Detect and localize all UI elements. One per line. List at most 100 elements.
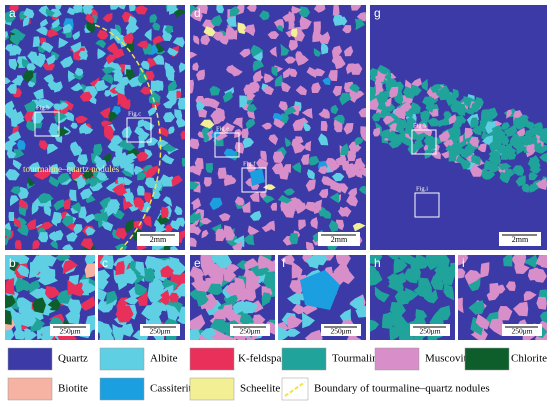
mineral-grain xyxy=(190,223,197,233)
mineral-grain xyxy=(313,207,320,214)
mineral-grain xyxy=(43,73,54,85)
mineral-grain xyxy=(226,264,240,276)
mineral-grain xyxy=(190,10,203,22)
mineral-grain xyxy=(215,107,225,118)
mineral-grain xyxy=(430,150,441,160)
legend-label: Tourmaline xyxy=(332,353,383,365)
mineral-grain xyxy=(480,262,490,278)
mineral-grain xyxy=(45,8,55,17)
mineral-grain xyxy=(393,257,408,275)
mineral-grain xyxy=(443,111,452,119)
mineral-grain xyxy=(28,161,40,172)
mineral-grain xyxy=(332,86,343,97)
mineral-grain xyxy=(394,289,412,306)
mineral-grain xyxy=(289,233,299,245)
mineral-grain xyxy=(98,275,109,290)
mineral-grain xyxy=(82,5,94,12)
legend-label: Chlorite xyxy=(511,353,547,365)
mineral-grain xyxy=(7,131,22,143)
inset-box xyxy=(414,192,440,218)
mineral-grain xyxy=(218,213,231,222)
mineral-grain xyxy=(113,70,123,82)
mineral-grain xyxy=(394,94,404,105)
mineral-grain xyxy=(498,306,513,321)
mineral-grain xyxy=(271,66,278,77)
mineral-grain xyxy=(201,127,210,136)
mineral-grain xyxy=(5,77,11,84)
legend-label: K-feldspar xyxy=(238,353,285,365)
mineral-grain xyxy=(83,213,96,224)
scale-label: 250μm xyxy=(330,327,351,336)
mineral-grain xyxy=(252,314,266,327)
mineral-grain xyxy=(105,54,116,65)
scale-label: 250μm xyxy=(511,327,532,336)
mineral-grain xyxy=(375,73,385,83)
mineral-grain xyxy=(252,59,264,72)
inset-box xyxy=(411,129,437,155)
mineral-grain xyxy=(5,309,12,325)
scale-label: 250μm xyxy=(149,327,170,336)
mineral-grain xyxy=(295,202,307,214)
mineral-grain xyxy=(160,174,171,187)
mineral-grain xyxy=(280,43,290,56)
mineral-grain xyxy=(62,244,74,250)
mineral-grain xyxy=(147,105,156,117)
mineral-grain xyxy=(420,110,431,120)
mineral-grain xyxy=(29,288,47,300)
mineral-grain xyxy=(354,137,364,146)
mineral-grain xyxy=(384,97,392,107)
mineral-grain xyxy=(491,125,504,134)
mineral-grain xyxy=(145,167,157,179)
mineral-grain xyxy=(112,48,125,59)
panel-label: a xyxy=(9,6,16,20)
mineral-grain xyxy=(17,264,29,278)
mineral-grain xyxy=(108,111,118,122)
nodule-boundary xyxy=(94,24,162,251)
mineral-grain xyxy=(28,279,41,294)
mineral-grain xyxy=(223,174,235,187)
mineral-grain xyxy=(247,225,260,236)
mineral-grain xyxy=(65,307,81,325)
mineral-grain xyxy=(259,10,270,21)
mineral-grain xyxy=(305,201,316,212)
mineral-grain xyxy=(335,219,345,231)
mineral-grain xyxy=(5,267,16,280)
mineral-grain xyxy=(399,255,415,266)
mineral-grain xyxy=(329,162,340,172)
mineral-grain xyxy=(174,217,185,228)
mineral-grain xyxy=(313,48,322,57)
mineral-grain xyxy=(123,176,133,185)
mineral-map xyxy=(190,5,366,250)
mineral-grain xyxy=(127,75,139,88)
mineral-grain xyxy=(109,28,121,41)
mineral-grain xyxy=(15,277,29,293)
mineral-grain xyxy=(241,128,249,139)
mineral-grain xyxy=(37,193,52,204)
mineral-grain xyxy=(164,62,172,74)
mineral-grain xyxy=(199,217,212,225)
mineral-grain xyxy=(223,148,237,159)
mineral-grain xyxy=(480,168,490,180)
mineral-grain xyxy=(14,240,22,250)
mineral-grain xyxy=(166,298,183,314)
mineral-grain xyxy=(277,194,293,204)
mineral-grain xyxy=(263,73,274,84)
mineral-grain xyxy=(133,5,148,15)
mineral-grain xyxy=(63,198,71,210)
panel-label: f xyxy=(282,256,286,270)
mineral-grain xyxy=(301,312,315,329)
mineral-grain xyxy=(328,219,339,232)
mineral-grain xyxy=(57,127,70,138)
mineral-grain xyxy=(402,136,414,147)
mineral-grain xyxy=(331,45,343,58)
mineral-grain xyxy=(505,281,516,291)
mineral-grain xyxy=(245,273,255,290)
mineral-grain xyxy=(177,97,185,110)
mineral-grain xyxy=(5,43,13,54)
mineral-grain xyxy=(166,304,180,321)
mineral-grain xyxy=(342,25,352,34)
mineral-grain xyxy=(33,169,47,180)
mineral-grain xyxy=(53,81,63,93)
mineral-grain xyxy=(169,292,179,303)
